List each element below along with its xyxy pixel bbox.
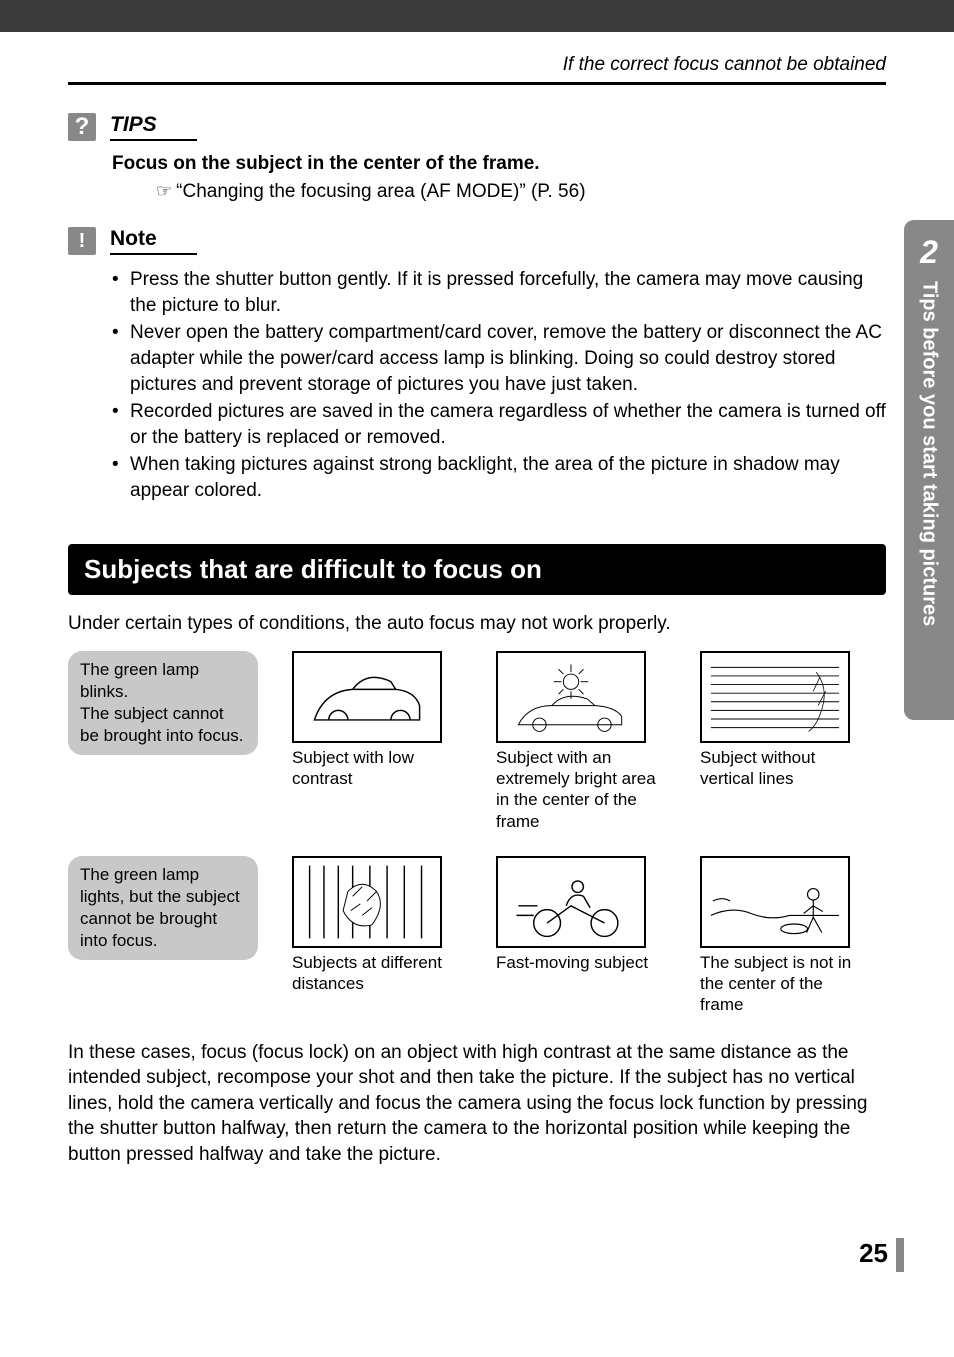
note-list: Press the shutter button gently. If it i… bbox=[112, 267, 886, 504]
note-item: Recorded pictures are saved in the camer… bbox=[112, 399, 886, 450]
chapter-title: Tips before you start taking pictures bbox=[918, 281, 941, 626]
example-item: The subject is not in the center of the … bbox=[700, 856, 870, 1016]
illustration-off-center bbox=[700, 856, 850, 948]
page-number-area: 25 bbox=[0, 1208, 954, 1292]
question-icon: ? bbox=[68, 113, 96, 141]
illustration-fast-moving bbox=[496, 856, 646, 948]
example-item: Subject with low contrast bbox=[292, 651, 462, 790]
tips-label: TIPS bbox=[110, 113, 197, 141]
divider bbox=[68, 82, 886, 85]
section-title: Subjects that are difficult to focus on bbox=[68, 544, 886, 595]
page-number-bar bbox=[896, 1238, 904, 1272]
tips-ref-text: “Changing the focusing area (AF MODE)” (… bbox=[176, 181, 585, 202]
top-bar bbox=[0, 0, 954, 32]
illustration-no-vertical bbox=[700, 651, 850, 743]
breadcrumb: If the correct focus cannot be obtained bbox=[68, 32, 886, 82]
example-row: The green lamp lights, but the subject c… bbox=[68, 856, 886, 1016]
caption: The subject is not in the center of the … bbox=[700, 952, 870, 1016]
note-label: Note bbox=[110, 227, 197, 255]
tips-reference: ☞“Changing the focusing area (AF MODE)” … bbox=[156, 181, 886, 203]
exclamation-icon: ! bbox=[68, 227, 96, 255]
caption: Fast-moving subject bbox=[496, 952, 666, 973]
section-intro: Under certain types of conditions, the a… bbox=[68, 613, 886, 635]
tips-heading: Focus on the subject in the center of th… bbox=[112, 153, 886, 175]
example-item: Fast-moving subject bbox=[496, 856, 666, 973]
illustration-low-contrast bbox=[292, 651, 442, 743]
condition-pill: The green lamp blinks. The subject canno… bbox=[68, 651, 258, 755]
note-item: When taking pictures against strong back… bbox=[112, 452, 886, 503]
page-number: 25 bbox=[859, 1238, 888, 1268]
tips-body: Focus on the subject in the center of th… bbox=[112, 153, 886, 203]
closing-text: In these cases, focus (focus lock) on an… bbox=[68, 1040, 886, 1168]
pointer-icon: ☞ bbox=[156, 181, 172, 201]
page-content: If the correct focus cannot be obtained … bbox=[0, 32, 954, 1208]
example-row: The green lamp blinks. The subject canno… bbox=[68, 651, 886, 832]
caption: Subject with an extremely bright area in… bbox=[496, 747, 666, 832]
condition-pill: The green lamp lights, but the subject c… bbox=[68, 856, 258, 960]
example-item: Subject with an extremely bright area in… bbox=[496, 651, 666, 832]
side-tab: 2 Tips before you start taking pictures bbox=[904, 220, 954, 720]
illustration-distances bbox=[292, 856, 442, 948]
chapter-number: 2 bbox=[920, 234, 938, 271]
example-item: Subjects at different distances bbox=[292, 856, 462, 995]
tips-header: ? TIPS bbox=[68, 113, 886, 141]
caption: Subject without vertical lines bbox=[700, 747, 870, 790]
illustration-bright-center bbox=[496, 651, 646, 743]
note-item: Never open the battery compartment/card … bbox=[112, 320, 886, 397]
caption: Subjects at different distances bbox=[292, 952, 462, 995]
note-item: Press the shutter button gently. If it i… bbox=[112, 267, 886, 318]
note-header: ! Note bbox=[68, 227, 886, 255]
caption: Subject with low contrast bbox=[292, 747, 462, 790]
example-item: Subject without vertical lines bbox=[700, 651, 870, 790]
